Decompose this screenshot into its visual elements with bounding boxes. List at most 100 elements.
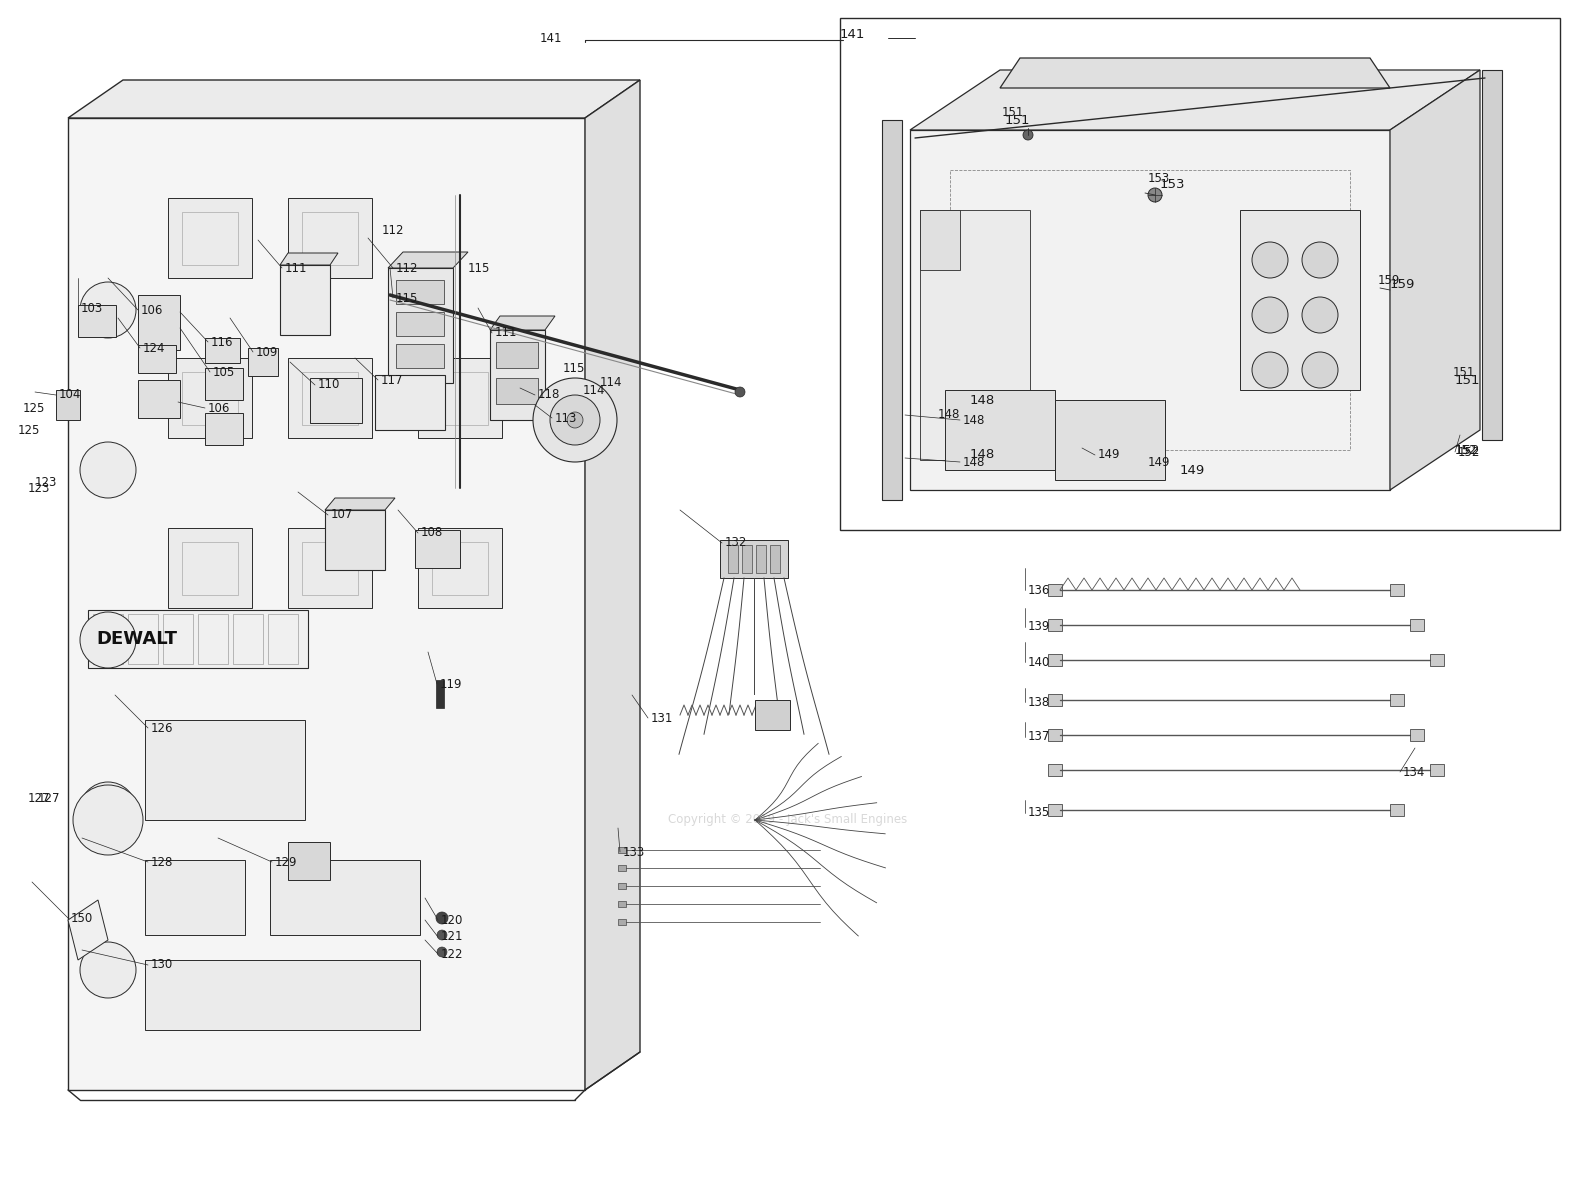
Text: 127: 127 — [38, 792, 60, 804]
Bar — [720, 540, 788, 578]
Bar — [617, 847, 625, 853]
Bar — [1391, 584, 1403, 596]
Text: 152: 152 — [1458, 445, 1480, 458]
Text: 106: 106 — [142, 304, 164, 317]
Circle shape — [1303, 296, 1339, 332]
Text: 151: 151 — [1002, 106, 1024, 119]
Circle shape — [1252, 352, 1288, 388]
Circle shape — [1303, 352, 1339, 388]
Circle shape — [436, 947, 447, 958]
Text: 123: 123 — [28, 481, 50, 494]
Bar — [268, 614, 298, 664]
Bar — [302, 212, 358, 265]
Text: 108: 108 — [421, 527, 443, 540]
Bar — [395, 312, 444, 336]
Bar — [770, 545, 780, 572]
Text: 148: 148 — [962, 414, 986, 426]
Circle shape — [80, 782, 135, 838]
Bar — [920, 210, 961, 270]
Text: 132: 132 — [724, 536, 748, 550]
Polygon shape — [57, 390, 80, 420]
Polygon shape — [945, 390, 1055, 470]
Bar — [310, 378, 362, 422]
Bar — [269, 860, 421, 935]
Bar — [169, 528, 252, 608]
Bar — [139, 295, 180, 350]
Text: 115: 115 — [468, 262, 490, 275]
Circle shape — [80, 942, 135, 998]
Polygon shape — [68, 80, 639, 118]
Circle shape — [80, 612, 135, 668]
Polygon shape — [490, 316, 554, 330]
Polygon shape — [1000, 58, 1391, 88]
Polygon shape — [910, 70, 1480, 130]
Bar — [1240, 210, 1359, 390]
Polygon shape — [387, 252, 468, 268]
Polygon shape — [1055, 400, 1166, 480]
Bar — [169, 358, 252, 438]
Text: 103: 103 — [80, 301, 104, 314]
Text: 123: 123 — [35, 475, 57, 488]
Bar — [128, 614, 158, 664]
Polygon shape — [1482, 70, 1503, 440]
Text: 131: 131 — [650, 712, 674, 725]
Bar — [617, 919, 625, 925]
Text: 149: 149 — [1148, 456, 1170, 468]
Text: 114: 114 — [583, 384, 605, 396]
Bar — [395, 344, 444, 368]
Text: 127: 127 — [28, 792, 50, 804]
Bar — [139, 380, 180, 418]
Circle shape — [1252, 296, 1288, 332]
Text: DEWALT: DEWALT — [96, 630, 176, 648]
Text: 129: 129 — [276, 856, 298, 869]
Text: 141: 141 — [839, 29, 865, 42]
Polygon shape — [387, 268, 454, 383]
Bar — [432, 372, 488, 425]
Text: 105: 105 — [213, 366, 235, 378]
Text: 139: 139 — [1028, 620, 1051, 634]
Text: 116: 116 — [211, 336, 233, 348]
Bar — [1047, 584, 1062, 596]
Polygon shape — [584, 80, 639, 1090]
Text: 130: 130 — [151, 959, 173, 972]
Text: 148: 148 — [970, 449, 995, 462]
Text: 111: 111 — [495, 326, 518, 340]
Bar — [728, 545, 739, 572]
Bar — [920, 210, 1030, 460]
Circle shape — [1148, 188, 1162, 202]
Text: 153: 153 — [1148, 172, 1170, 185]
Circle shape — [532, 378, 617, 462]
Text: 137: 137 — [1028, 731, 1051, 744]
Bar — [183, 542, 238, 595]
Text: 138: 138 — [1028, 696, 1051, 708]
Polygon shape — [324, 510, 384, 570]
Ellipse shape — [945, 370, 1055, 410]
Circle shape — [436, 912, 447, 924]
Ellipse shape — [1055, 380, 1166, 420]
Text: 151: 151 — [1005, 114, 1030, 126]
Bar — [950, 170, 1350, 450]
Text: 141: 141 — [540, 31, 562, 44]
Circle shape — [1024, 130, 1033, 140]
Circle shape — [72, 785, 143, 854]
Bar — [496, 378, 539, 404]
Bar — [1047, 804, 1062, 816]
Circle shape — [550, 395, 600, 445]
Text: 159: 159 — [1378, 274, 1400, 287]
Text: 120: 120 — [441, 913, 463, 926]
Polygon shape — [882, 120, 902, 500]
Text: 121: 121 — [441, 930, 463, 943]
Text: 119: 119 — [439, 678, 463, 690]
Bar — [288, 358, 372, 438]
Text: 140: 140 — [1028, 655, 1051, 668]
Text: 125: 125 — [17, 424, 41, 437]
Text: 153: 153 — [1161, 179, 1186, 192]
Bar — [1410, 619, 1424, 631]
Bar — [302, 542, 358, 595]
Polygon shape — [375, 374, 446, 430]
Bar — [617, 865, 625, 871]
Text: 149: 149 — [1180, 463, 1205, 476]
Bar — [233, 614, 263, 664]
Text: 118: 118 — [539, 389, 561, 402]
Bar — [205, 413, 243, 445]
